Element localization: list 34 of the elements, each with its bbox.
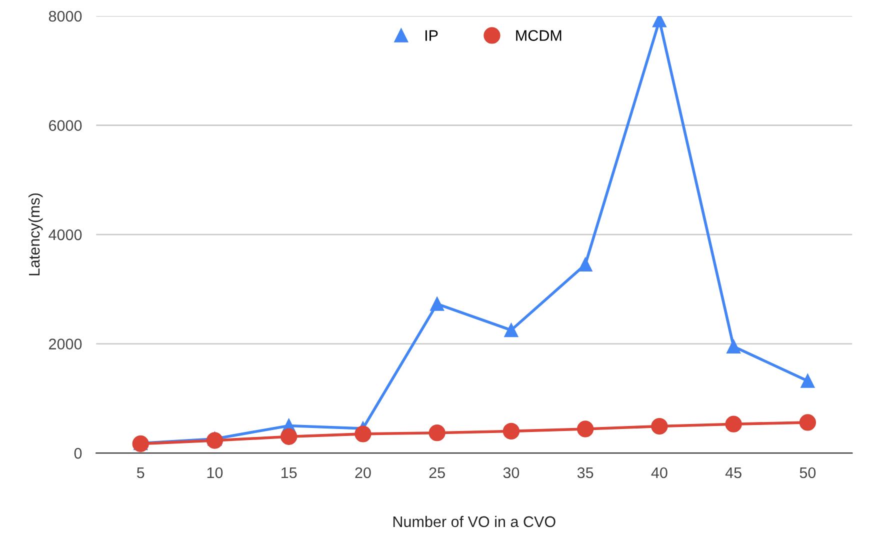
legend-label: IP <box>425 30 438 41</box>
x-tick-label: 35 <box>577 467 594 478</box>
y-tick-label: 6000 <box>49 120 82 131</box>
point <box>800 374 815 388</box>
point <box>354 426 372 442</box>
point <box>725 416 742 432</box>
y-tick-label: 8000 <box>48 10 82 22</box>
x-tick-label: 10 <box>207 467 223 478</box>
x-tick-label: 20 <box>355 467 371 478</box>
x-tick-label: 45 <box>725 468 742 478</box>
x-tick-label: 40 <box>651 467 668 478</box>
x-tick-label: 30 <box>503 467 520 478</box>
point <box>280 428 298 445</box>
x-axis-title: Number of VO in a CVO <box>393 516 556 528</box>
point <box>502 422 520 440</box>
x-tick-label: 50 <box>800 467 816 478</box>
legend-label: MCDM <box>516 30 562 41</box>
point <box>430 296 444 311</box>
point <box>428 424 446 442</box>
point <box>651 418 668 435</box>
point <box>652 16 666 28</box>
point <box>504 323 518 338</box>
point <box>578 258 592 272</box>
x-tick-label: 15 <box>282 468 297 478</box>
x-tick-label: 25 <box>429 467 445 478</box>
y-axis-title: Latency(ms) <box>28 193 43 276</box>
point <box>799 414 816 431</box>
point <box>726 340 741 354</box>
y-tick-label: 4000 <box>48 229 82 240</box>
point <box>576 420 594 438</box>
point <box>206 432 224 449</box>
x-tick-label: 5 <box>136 468 144 478</box>
y-tick-label: 2000 <box>49 338 82 350</box>
y-tick-label: 0 <box>74 448 82 459</box>
